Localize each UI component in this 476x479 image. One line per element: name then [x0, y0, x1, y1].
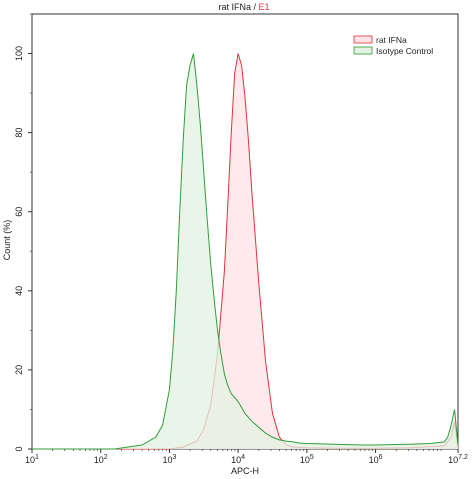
x-tick-base: 10	[162, 455, 172, 465]
x-tick-exponent: 6	[379, 454, 383, 461]
legend-swatch	[353, 35, 373, 44]
x-tick-label: 102	[94, 454, 108, 465]
y-tick-label: 20	[14, 365, 24, 375]
x-tick-base: 10	[448, 455, 458, 465]
x-axis-title: APC-H	[231, 466, 259, 476]
x-tick-base: 10	[25, 455, 35, 465]
series-area-0	[32, 53, 458, 450]
y-axis: 0 20 40 60 80 100	[14, 13, 32, 452]
y-tick-label: 60	[14, 207, 24, 217]
y-tick-label: 0	[14, 446, 24, 451]
x-tick-base: 10	[300, 455, 310, 465]
title-separator: /	[251, 2, 259, 12]
x-tick-label: 101	[25, 454, 39, 465]
x-axis: 101 102 103 104 105 106 107.2	[25, 449, 468, 465]
x-tick-base: 10	[369, 455, 379, 465]
x-tick-exponent: 3	[172, 454, 176, 461]
x-tick-exponent: 1	[35, 454, 39, 461]
title-main: rat IFNa	[218, 2, 251, 12]
x-tick-label: 104	[231, 454, 245, 465]
y-axis-title: Count (%)	[2, 220, 12, 261]
y-tick-label: 80	[14, 128, 24, 138]
series-layer	[32, 53, 459, 450]
legend-label: rat IFNa	[376, 35, 407, 45]
chart-title: rat IFNa / E1	[218, 2, 269, 12]
x-tick-base: 10	[231, 455, 241, 465]
x-tick-base: 10	[94, 455, 104, 465]
x-tick-label: 106	[369, 454, 383, 465]
title-gate: E1	[259, 2, 270, 12]
x-tick-exponent: 2	[104, 454, 108, 461]
x-tick-label: 105	[300, 454, 314, 465]
x-tick-exponent: 7.2	[458, 454, 468, 461]
series-line-1	[32, 53, 459, 450]
y-tick-label: 100	[14, 46, 24, 61]
x-tick-exponent: 5	[310, 454, 314, 461]
y-tick-label: 40	[14, 286, 24, 296]
legend-swatch	[353, 46, 373, 55]
x-tick-label: 103	[162, 454, 176, 465]
x-tick-label: 107.2	[448, 454, 468, 465]
x-tick-exponent: 4	[241, 454, 245, 461]
legend-label: Isotype Control	[376, 46, 433, 56]
